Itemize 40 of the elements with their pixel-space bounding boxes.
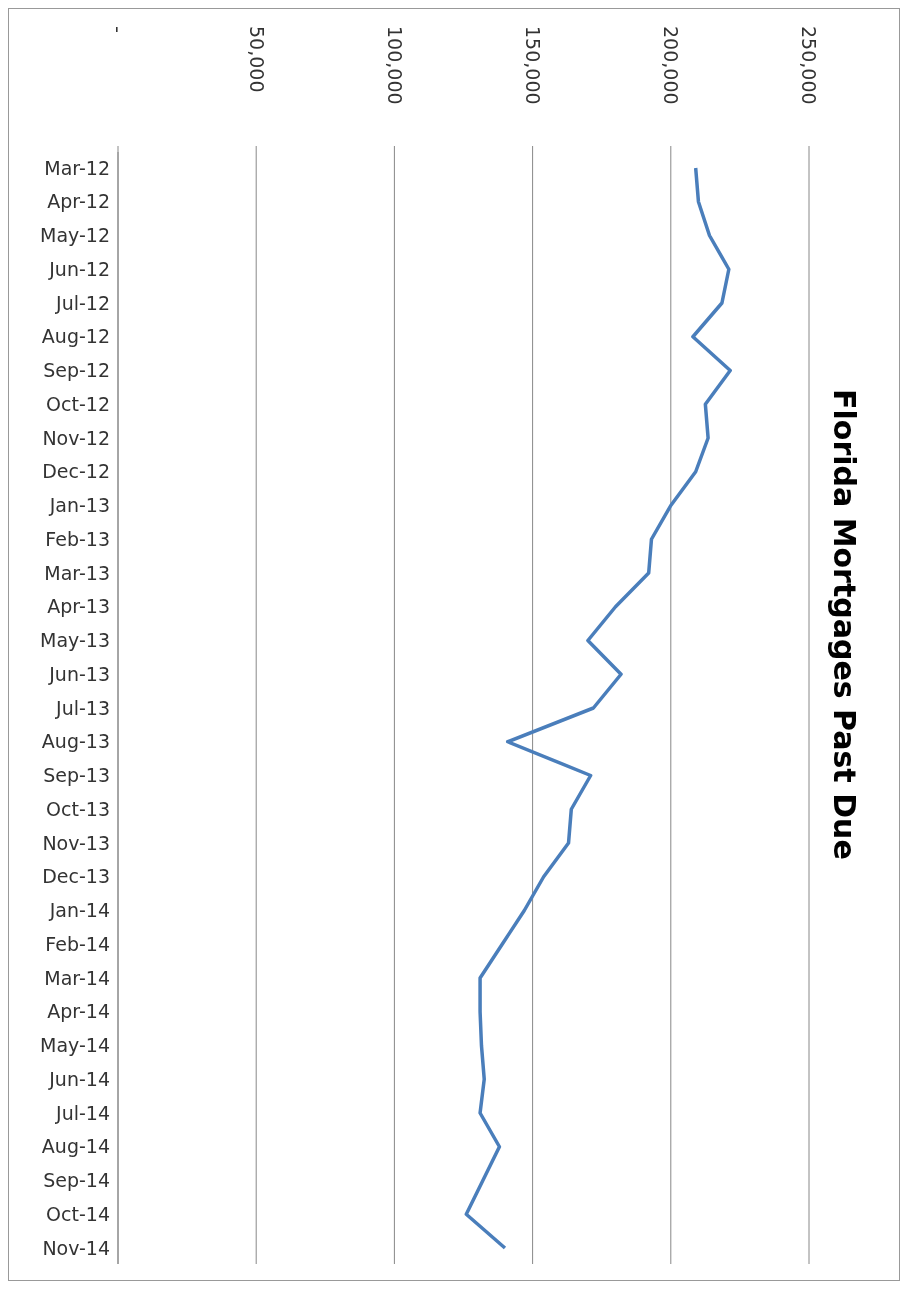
y-tick-label: Jun-13	[48, 662, 110, 685]
y-tick-label: Aug-13	[41, 730, 110, 753]
y-tick-label: Nov-14	[42, 1236, 110, 1259]
x-tick-label: 150,000	[521, 26, 544, 105]
y-tick-label: Dec-12	[42, 460, 110, 483]
y-tick-label: May-14	[40, 1034, 110, 1057]
y-tick-label: Nov-12	[42, 426, 110, 449]
y-tick-label: Oct-14	[46, 1202, 110, 1225]
text: Florida Mortgages Past Due	[827, 389, 862, 860]
y-tick-label: Sep-13	[43, 764, 110, 787]
y-tick-label: Jan-13	[48, 494, 110, 517]
y-tick-label: May-12	[40, 224, 110, 247]
y-tick-label: Jun-12	[48, 257, 110, 280]
x-tick-label: 100,000	[383, 26, 406, 105]
y-tick-label: Apr-14	[47, 1000, 110, 1023]
y-tick-label: Apr-13	[47, 595, 110, 618]
y-tick-label: Nov-13	[42, 831, 110, 854]
y-tick-label: Sep-12	[43, 359, 110, 382]
y-tick-label: Feb-13	[45, 527, 110, 550]
y-tick-label: Jul-14	[55, 1101, 110, 1124]
y-tick-label: Jul-13	[55, 696, 110, 719]
y-tick-label: May-13	[40, 629, 110, 652]
y-tick-label: Jun-14	[48, 1067, 110, 1090]
y-tick-label: Aug-12	[41, 325, 110, 348]
y-tick-label: Oct-13	[46, 797, 110, 820]
x-tick-label: 50,000	[245, 26, 268, 93]
y-tick-label: Oct-12	[46, 392, 110, 415]
y-tick-label: Jul-12	[55, 291, 110, 314]
y-tick-label: Feb-14	[45, 932, 110, 955]
y-tick-label: Sep-14	[43, 1169, 110, 1192]
y-tick-label: Jan-14	[48, 899, 110, 922]
y-tick-label: Dec-13	[42, 865, 110, 888]
x-tick-label: 250,000	[798, 26, 821, 105]
x-tick-label: 200,000	[660, 26, 683, 105]
y-tick-label: Apr-12	[47, 190, 110, 213]
y-tick-label: Aug-14	[41, 1135, 110, 1158]
y-tick-label: Mar-14	[44, 966, 110, 989]
y-tick-label: Mar-13	[44, 561, 110, 584]
y-tick-label: Mar-12	[44, 156, 110, 179]
x-tick-label: -	[107, 26, 130, 33]
